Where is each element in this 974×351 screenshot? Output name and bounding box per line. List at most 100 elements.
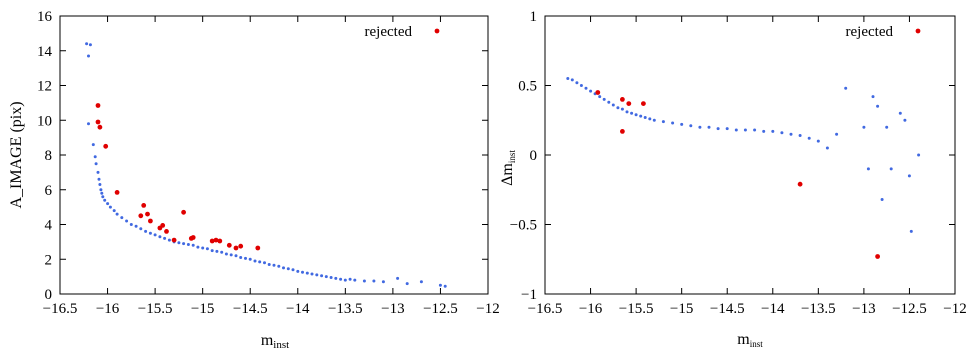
right-data-point xyxy=(630,111,634,115)
left-x-tick-label: −12.5 xyxy=(423,301,458,317)
left-data-point xyxy=(339,277,343,281)
right-y-tick-label: −0.5 xyxy=(510,218,537,234)
left-data-point xyxy=(196,245,200,249)
right-data-point xyxy=(607,100,611,104)
left-y-tick-label: 14 xyxy=(37,44,53,60)
left-data-point xyxy=(239,256,243,259)
left-rejected-point xyxy=(148,218,153,224)
left-y-tick-label: 6 xyxy=(45,183,53,199)
left-rejected-point xyxy=(226,242,232,248)
left-data-point xyxy=(315,273,319,277)
right-x-tick-label: −12 xyxy=(943,301,966,317)
left-rejected-point xyxy=(190,235,196,240)
right-y-tick-label: −1 xyxy=(521,287,537,303)
left-data-point xyxy=(343,278,347,282)
left-data-point xyxy=(100,191,104,195)
right-data-point xyxy=(876,104,880,108)
left-data-point xyxy=(153,233,157,237)
left-data-point xyxy=(144,229,148,233)
left-data-point xyxy=(103,198,107,202)
right-x-axis-label-sub: inst xyxy=(750,339,764,349)
right-data-point xyxy=(584,86,588,90)
left-data-point xyxy=(438,283,442,287)
left-plot-frame xyxy=(59,15,489,295)
left-data-point xyxy=(108,205,112,209)
left-y-tick-label: 4 xyxy=(45,218,53,234)
right-data-point xyxy=(780,131,784,135)
left-data-point xyxy=(99,188,103,192)
right-data-point xyxy=(862,125,866,129)
left-data-point xyxy=(286,267,290,271)
right-rejected-point xyxy=(626,101,632,106)
right-x-tick-label: −15 xyxy=(670,301,693,317)
left-data-point xyxy=(362,279,366,283)
right-data-point xyxy=(707,125,711,129)
left-rejected-point xyxy=(213,237,219,243)
left-data-point xyxy=(96,170,100,174)
right-data-point xyxy=(579,84,583,87)
left-y-tick-label: 12 xyxy=(37,79,52,95)
right-data-point xyxy=(611,103,615,107)
right-data-point xyxy=(620,107,624,111)
right-data-point xyxy=(589,89,593,93)
left-ticks: −16.5 −16 −15.5 −15 −14.5 −14 −13.5 −13 −12.5 −12… xyxy=(37,9,500,317)
left-y-axis-label: A_IMAGE (pix) xyxy=(8,101,25,208)
left-data-point xyxy=(272,263,276,267)
right-x-tick-label: −14 xyxy=(761,301,785,317)
right-data-point xyxy=(880,198,884,201)
right-data-point xyxy=(634,113,638,117)
right-panel: −16.5 −16 −15.5 −15 −14.5 −14 −13.5 −13 −12.5 −12… xyxy=(499,9,967,349)
left-data-point xyxy=(320,274,324,278)
right-x-tick-label: −16 xyxy=(579,301,603,317)
right-data-point xyxy=(753,128,757,132)
left-rejected-point xyxy=(255,245,261,251)
left-data-point xyxy=(91,143,95,147)
right-data-point xyxy=(671,121,675,125)
left-data-point xyxy=(220,250,224,254)
right-data-point xyxy=(639,114,643,118)
right-y-axis-label-main: Δm xyxy=(499,163,516,186)
right-data-point xyxy=(825,146,829,150)
left-data-point xyxy=(210,249,214,253)
left-data-point xyxy=(182,242,186,246)
left-data-point xyxy=(205,247,209,251)
left-rejected-point xyxy=(209,238,215,244)
left-data-point xyxy=(191,243,195,247)
right-data-point xyxy=(689,124,693,128)
left-x-tick-label: −15.5 xyxy=(138,301,173,317)
right-rejected-point xyxy=(620,129,625,134)
left-rejected-point xyxy=(97,124,103,130)
right-data-point xyxy=(844,86,848,90)
left-rejected-point xyxy=(217,238,223,244)
right-data-point xyxy=(734,128,738,132)
left-data-point xyxy=(372,279,376,283)
right-y-axis-label: Δminst xyxy=(499,150,517,186)
right-rejected-point xyxy=(797,181,803,187)
left-y-tick-label: 0 xyxy=(45,287,53,303)
left-rejected-point xyxy=(238,243,244,249)
right-data-point xyxy=(798,134,802,137)
right-data-point xyxy=(570,78,574,82)
left-data-point xyxy=(381,280,385,284)
right-data-point xyxy=(816,139,820,143)
left-data-point xyxy=(419,280,423,284)
left-data-point xyxy=(148,231,152,235)
left-data-point xyxy=(87,122,90,126)
left-data-point xyxy=(186,243,190,246)
right-y-tick-label: 0.5 xyxy=(518,79,537,95)
left-data-point xyxy=(115,212,119,216)
left-rejected-point xyxy=(171,237,177,243)
right-data-point xyxy=(789,132,793,136)
left-data-point xyxy=(277,264,281,268)
right-points xyxy=(566,77,921,259)
right-rejected-point xyxy=(620,97,625,102)
left-rejected-point xyxy=(95,103,101,108)
right-data-point xyxy=(898,111,902,115)
right-data-point xyxy=(907,174,911,178)
left-y-tick-label: 2 xyxy=(45,252,53,268)
left-x-tick-label: −12 xyxy=(476,301,499,317)
left-data-point xyxy=(305,271,309,275)
left-rejected-point xyxy=(95,119,101,125)
left-x-tick-label: −13 xyxy=(381,301,404,317)
